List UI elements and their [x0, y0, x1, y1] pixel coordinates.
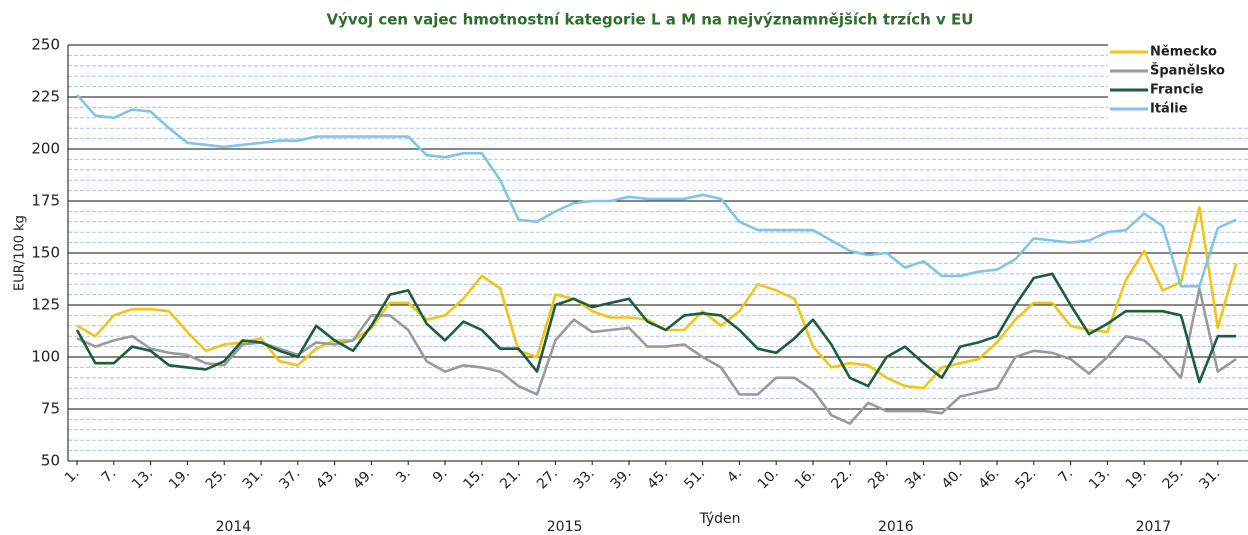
series-line	[76, 205, 1238, 390]
x-tick-label: 39.	[608, 465, 635, 492]
y-tick-label: 125	[31, 296, 60, 314]
x-tick-label: 25.	[1160, 465, 1187, 492]
x-tick-label: 7.	[99, 465, 120, 486]
legend-bg	[1108, 43, 1248, 62]
series-line	[75, 272, 1237, 388]
x-tick-label: 45.	[644, 465, 671, 492]
chart-title: Vývoj cen vajec hmotnostní kategorie L a…	[327, 11, 974, 29]
x-group-label: 2016	[878, 519, 914, 535]
x-group-label: 2014	[216, 519, 252, 535]
y-tick-label: 200	[31, 140, 60, 158]
y-tick-label: 150	[31, 244, 60, 262]
x-tick-label: 25.	[203, 465, 230, 492]
x-tick-label: 10.	[755, 465, 782, 492]
legend-label: Španělsko	[1150, 63, 1225, 79]
legend-bg	[1108, 100, 1248, 119]
legend-label: Německo	[1150, 45, 1217, 60]
x-tick-label: 13.	[1086, 465, 1113, 492]
x-tick-label: 4.	[724, 465, 745, 486]
x-tick-label: 1.	[62, 465, 83, 486]
x-tick-label: 9.	[430, 465, 451, 486]
x-tick-label: 22.	[828, 465, 855, 492]
x-tick-label: 15.	[460, 465, 487, 492]
x-tick-label: 28.	[865, 465, 892, 492]
legend-bg	[1108, 62, 1248, 81]
x-group-label: 2017	[1136, 519, 1172, 535]
x-axis-title: Týden	[698, 511, 740, 527]
x-tick-label: 34.	[902, 465, 929, 492]
x-tick-label: 16.	[792, 465, 819, 492]
x-tick-label: 7.	[1055, 465, 1076, 486]
y-tick-label: 100	[31, 348, 60, 366]
series-line	[76, 287, 1237, 425]
x-tick-label: 52.	[1012, 465, 1039, 492]
x-tick-label: 27.	[534, 465, 561, 492]
series-line	[76, 94, 1237, 288]
y-tick-label: 250	[31, 36, 60, 54]
x-tick-label: 31.	[240, 465, 267, 492]
y-axis-title: EUR/100 kg	[13, 215, 28, 291]
x-tick-label: 19.	[1123, 465, 1150, 492]
x-tick-label: 13.	[129, 465, 156, 492]
x-tick-label: 31.	[1196, 465, 1223, 492]
y-tick-label: 225	[31, 88, 60, 106]
x-tick-label: 49.	[350, 465, 377, 492]
x-tick-label: 3.	[393, 465, 414, 486]
y-tick-label: 75	[41, 400, 60, 418]
x-tick-label: 51.	[681, 465, 708, 492]
x-tick-label: 33.	[571, 465, 598, 492]
y-tick-label: 50	[41, 452, 60, 470]
x-tick-label: 37.	[276, 465, 303, 492]
x-tick-label: 21.	[497, 465, 524, 492]
x-tick-label: 40.	[939, 465, 966, 492]
x-tick-label: 43.	[313, 465, 340, 492]
x-tick-label: 19.	[166, 465, 193, 492]
y-tick-label: 175	[31, 192, 60, 210]
legend-label: Itálie	[1150, 102, 1188, 117]
legend-bg	[1108, 81, 1248, 100]
legend-label: Francie	[1150, 83, 1204, 98]
x-group-label: 2015	[547, 519, 583, 535]
x-tick-label: 46.	[976, 465, 1003, 492]
